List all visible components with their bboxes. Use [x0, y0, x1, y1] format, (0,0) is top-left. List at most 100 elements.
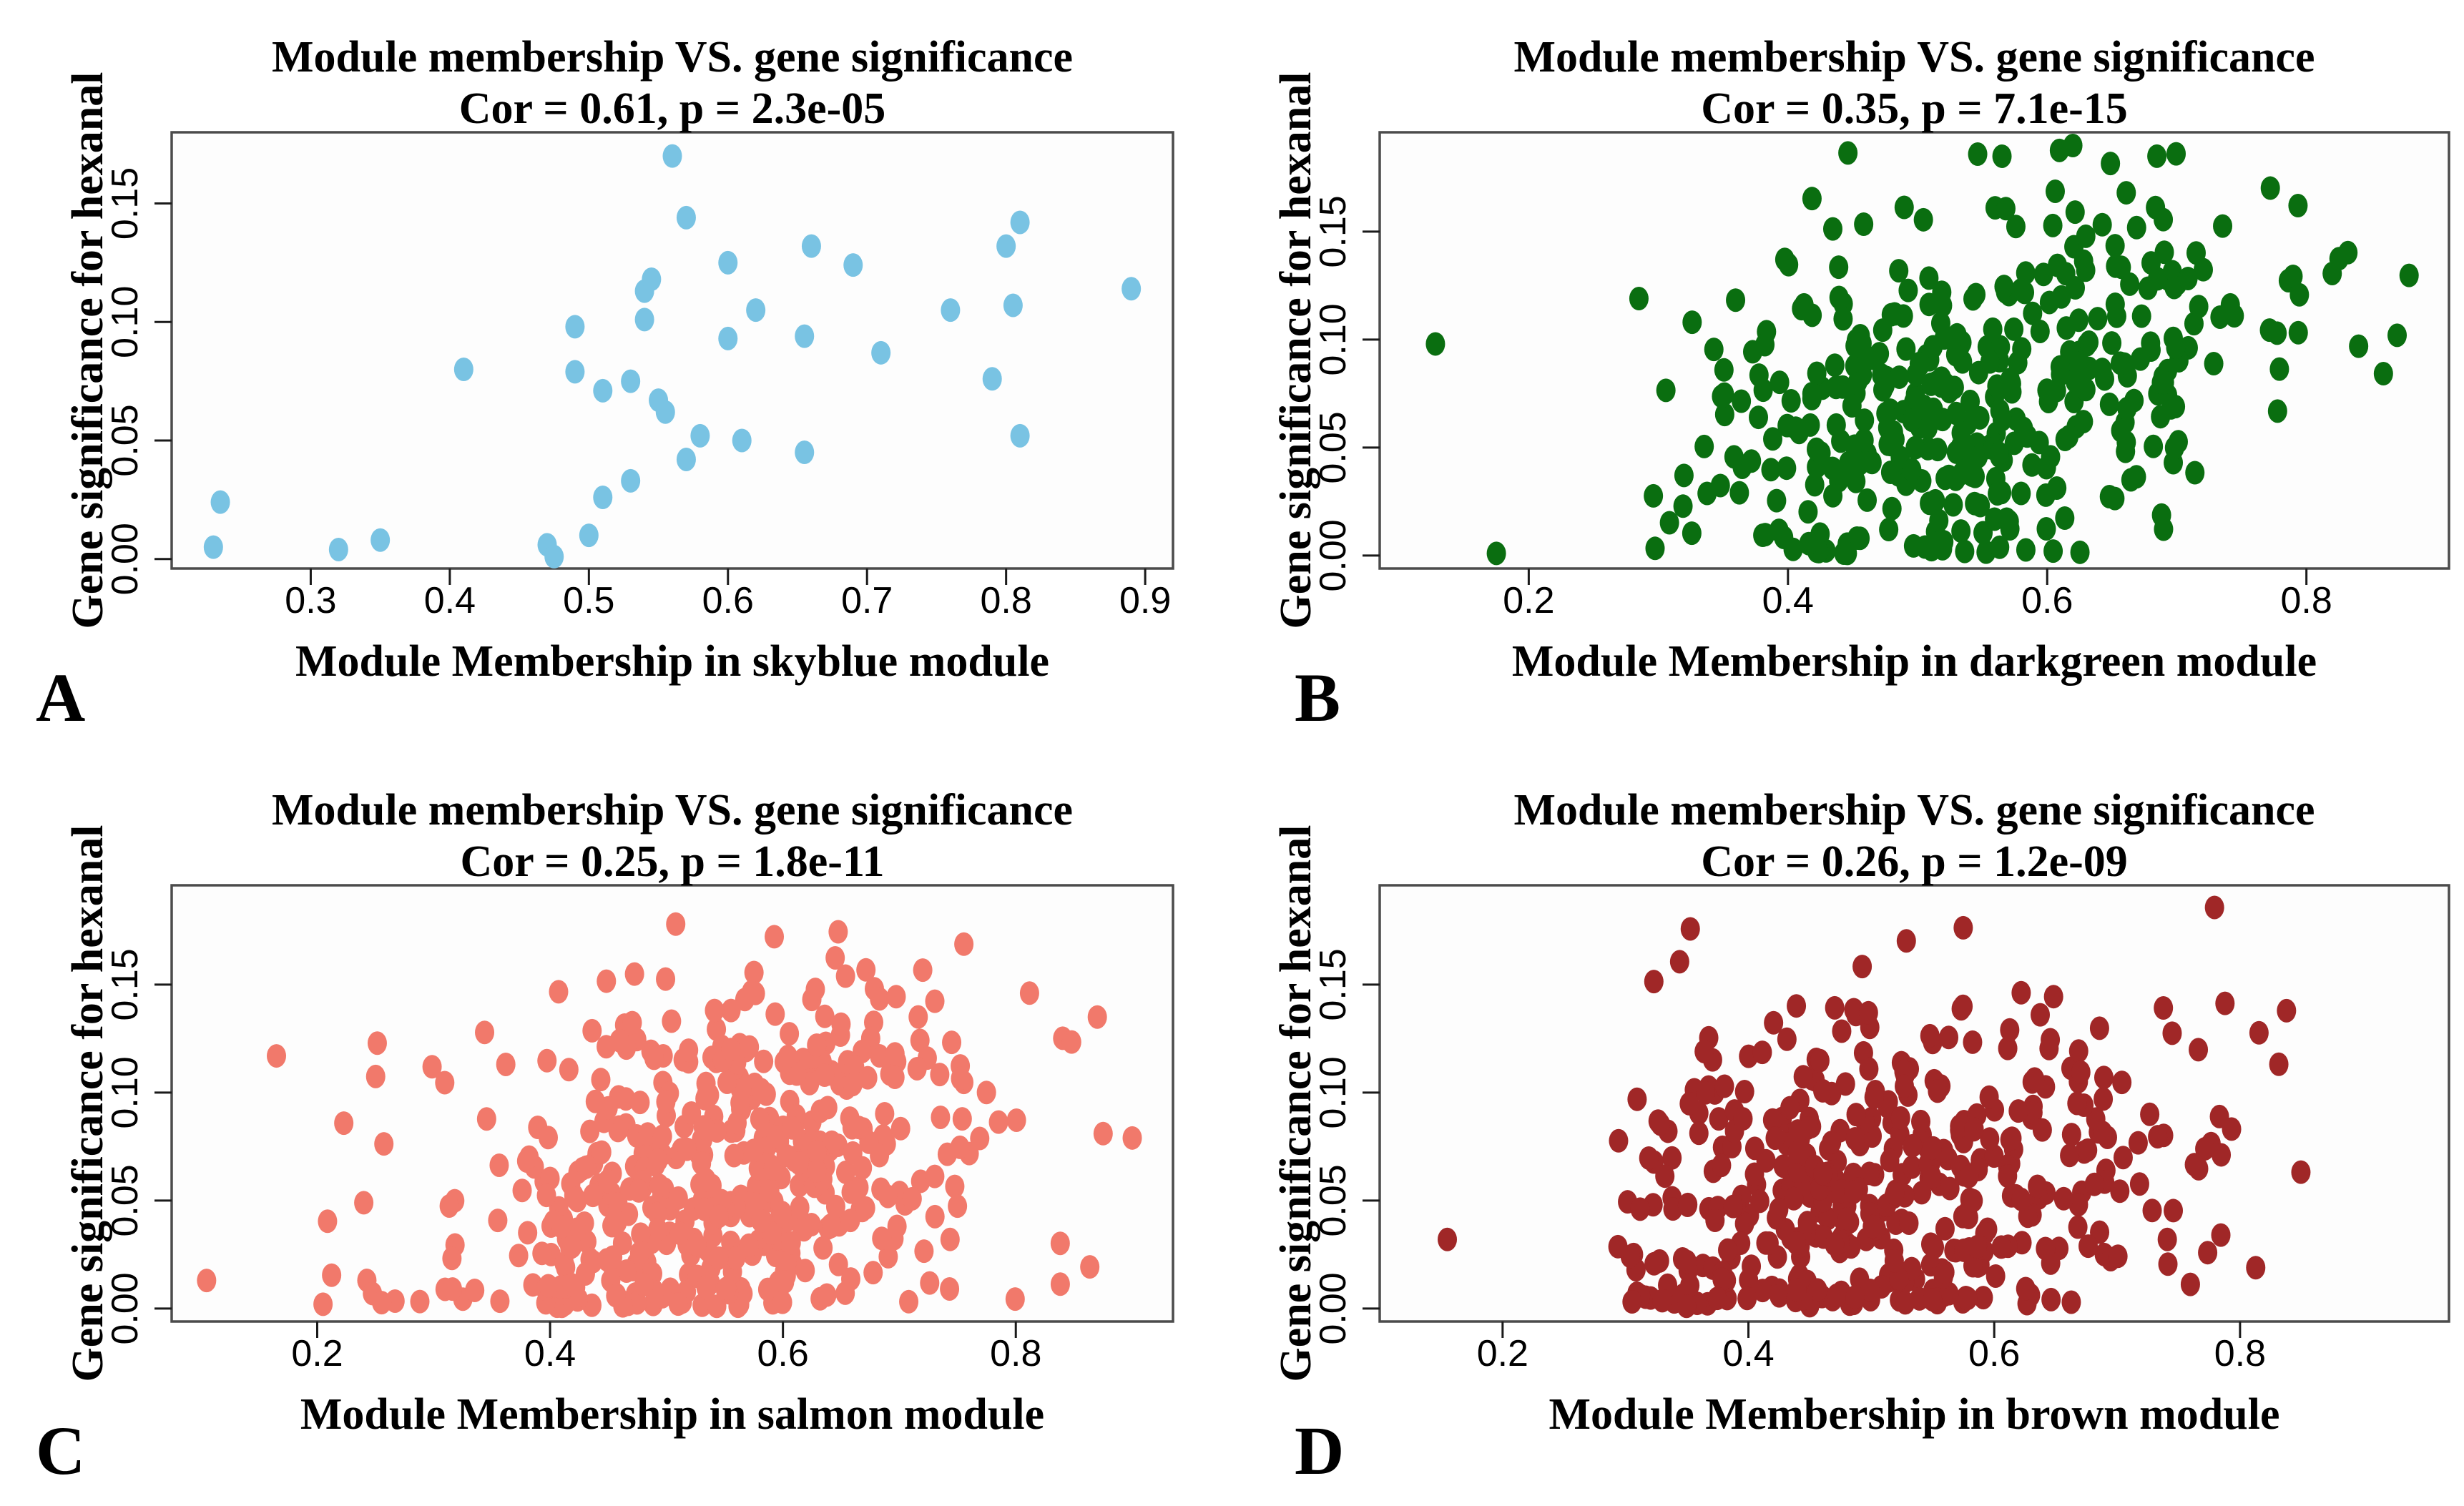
panel-A-chart: Module membership VS. gene significanceC…: [36, 33, 1174, 736]
panel-B-data-point: [1885, 427, 1905, 451]
panel-B-data-point: [1872, 318, 1893, 343]
panel-C-data-point: [951, 1066, 971, 1091]
panel-C-data-point: [677, 1137, 697, 1161]
panel-C-data-point: [902, 1186, 922, 1211]
panel-C-data-point: [668, 1292, 688, 1316]
panel-D-data-point: [1770, 1284, 1790, 1308]
panel-C-data-point: [622, 1010, 642, 1035]
panel-B-data-point: [2045, 179, 2065, 204]
panel-C-data-point: [717, 1070, 737, 1094]
panel-C-data-point: [835, 1281, 855, 1305]
panel-D-data-point: [1963, 1030, 1983, 1054]
panel-C-data-point: [970, 1126, 990, 1151]
panel-D-data-point: [1777, 1027, 1797, 1051]
panel-D-data-point: [1920, 1232, 1940, 1256]
panel-B-data-point: [1992, 408, 2012, 432]
panel-D-data-point: [1787, 994, 1807, 1018]
panel-C-data-point: [841, 1180, 861, 1204]
panel-C-data-point: [648, 1148, 668, 1173]
panel-D-data-point: [1744, 1162, 1764, 1186]
panel-D-data-point: [2025, 1067, 2045, 1091]
panel-C-data-point: [751, 1078, 771, 1102]
panel-D-data-point: [2162, 1021, 2182, 1045]
panel-B-data-point: [2101, 152, 2121, 176]
panel-B-data-point: [1961, 446, 1981, 470]
panel-D-data-point: [2142, 1199, 2162, 1223]
panel-B-data-point: [1842, 393, 1862, 418]
panel-B-title: Module membership VS. gene significance: [1514, 33, 2315, 82]
panel-C-data-point: [885, 1042, 905, 1066]
panel-B-data-point: [2164, 435, 2184, 460]
panel-C-data-point: [775, 1270, 795, 1294]
panel-C-data-point: [744, 960, 764, 985]
panel-D-data-point: [2246, 1256, 2266, 1280]
panel-A-data-point: [982, 367, 1002, 391]
panel-C-data-point: [583, 1183, 603, 1208]
panel-B-data-point: [1749, 405, 1769, 430]
panel-C-data-point: [617, 1259, 637, 1284]
panel-D-data-point: [1860, 1161, 1880, 1186]
panel-C-data-point: [1087, 1005, 1107, 1029]
panel-B-data-point: [1742, 449, 1762, 473]
panel-C-data-point: [666, 912, 686, 936]
panel-C-data-point: [372, 1291, 392, 1315]
panel-B-data-point: [2116, 439, 2136, 463]
panel-D-data-point: [1759, 1231, 1779, 1255]
panel-B-data-point: [1902, 408, 1922, 433]
panel-C-data-point: [778, 1044, 798, 1068]
panel-D-data-point: [1880, 1148, 1900, 1173]
panel-C-chart: Module membership VS. gene significanceC…: [36, 786, 1174, 1489]
panel-B-data-point: [1914, 394, 1934, 418]
panel-D-data-point: [1784, 1186, 1804, 1211]
panel-D-data-point: [2061, 1290, 2081, 1314]
panel-B-data-point: [2178, 267, 2198, 291]
panel-C-data-point: [697, 1082, 717, 1106]
panel-B-data-point: [2106, 304, 2126, 328]
panel-A-x-tick-label: 0.4: [424, 580, 476, 621]
panel-D-data-point: [1920, 1023, 1940, 1048]
panel-D-data-point: [2068, 1039, 2088, 1063]
panel-B-data-point: [1989, 441, 2009, 466]
panel-C-data-point: [952, 1107, 972, 1131]
panel-C-data-point: [767, 1125, 787, 1149]
panel-D-data-point: [1852, 955, 1872, 979]
panel-B-data-point: [1704, 338, 1724, 362]
panel-C-data-point: [910, 1028, 930, 1053]
panel-B-data-point: [2126, 215, 2146, 240]
panel-D-data-point: [1986, 1264, 2006, 1288]
panel-A: Module membership VS. gene significance C…: [0, 0, 1232, 753]
panel-C-data-point: [422, 1055, 442, 1079]
panel-C-data-point: [442, 1246, 462, 1271]
panel-B-data-point: [2023, 301, 2043, 325]
panel-C-data-point: [662, 1009, 682, 1033]
panel-C-data-point: [825, 1194, 845, 1219]
panel-C-data-point: [878, 1184, 898, 1209]
panel-D-data-point: [1662, 1146, 1682, 1170]
panel-C-data-point: [1080, 1255, 1100, 1279]
panel-C-data-point: [512, 1178, 532, 1203]
panel-B-data-point: [2065, 369, 2085, 393]
panel-C-data-point: [777, 1251, 797, 1275]
panel-C-data-point: [592, 1140, 612, 1164]
panel-B-data-point: [2002, 380, 2022, 404]
panel-C-data-point: [795, 1259, 815, 1283]
panel-D-data-point: [2164, 1199, 2184, 1223]
panel-A-data-point: [1010, 423, 1030, 448]
panel-B-data-point: [1777, 456, 1797, 481]
panel-D-data-point: [1822, 1131, 1842, 1155]
panel-B-data-point: [1992, 144, 2012, 168]
panel-D-data-point: [2184, 1153, 2204, 1177]
panel-B-data-point: [1880, 461, 1900, 485]
panel-B-data-point: [2011, 481, 2031, 506]
panel-C-data-point: [562, 1273, 582, 1297]
panel-B-data-point: [1955, 539, 1975, 563]
panel-B-data-point: [1885, 302, 1905, 326]
panel-A-x-tick-label: 0.3: [285, 580, 336, 621]
panel-B-data-point: [2055, 506, 2075, 531]
panel-B-data-point: [1943, 493, 1963, 517]
panel-D-data-point: [2030, 1003, 2050, 1027]
panel-C-data-point: [748, 1156, 768, 1181]
panel-B-x-tick-label: 0.8: [2281, 580, 2332, 621]
panel-C-data-point: [907, 1056, 927, 1081]
panel-B-data-point: [1905, 435, 1925, 460]
